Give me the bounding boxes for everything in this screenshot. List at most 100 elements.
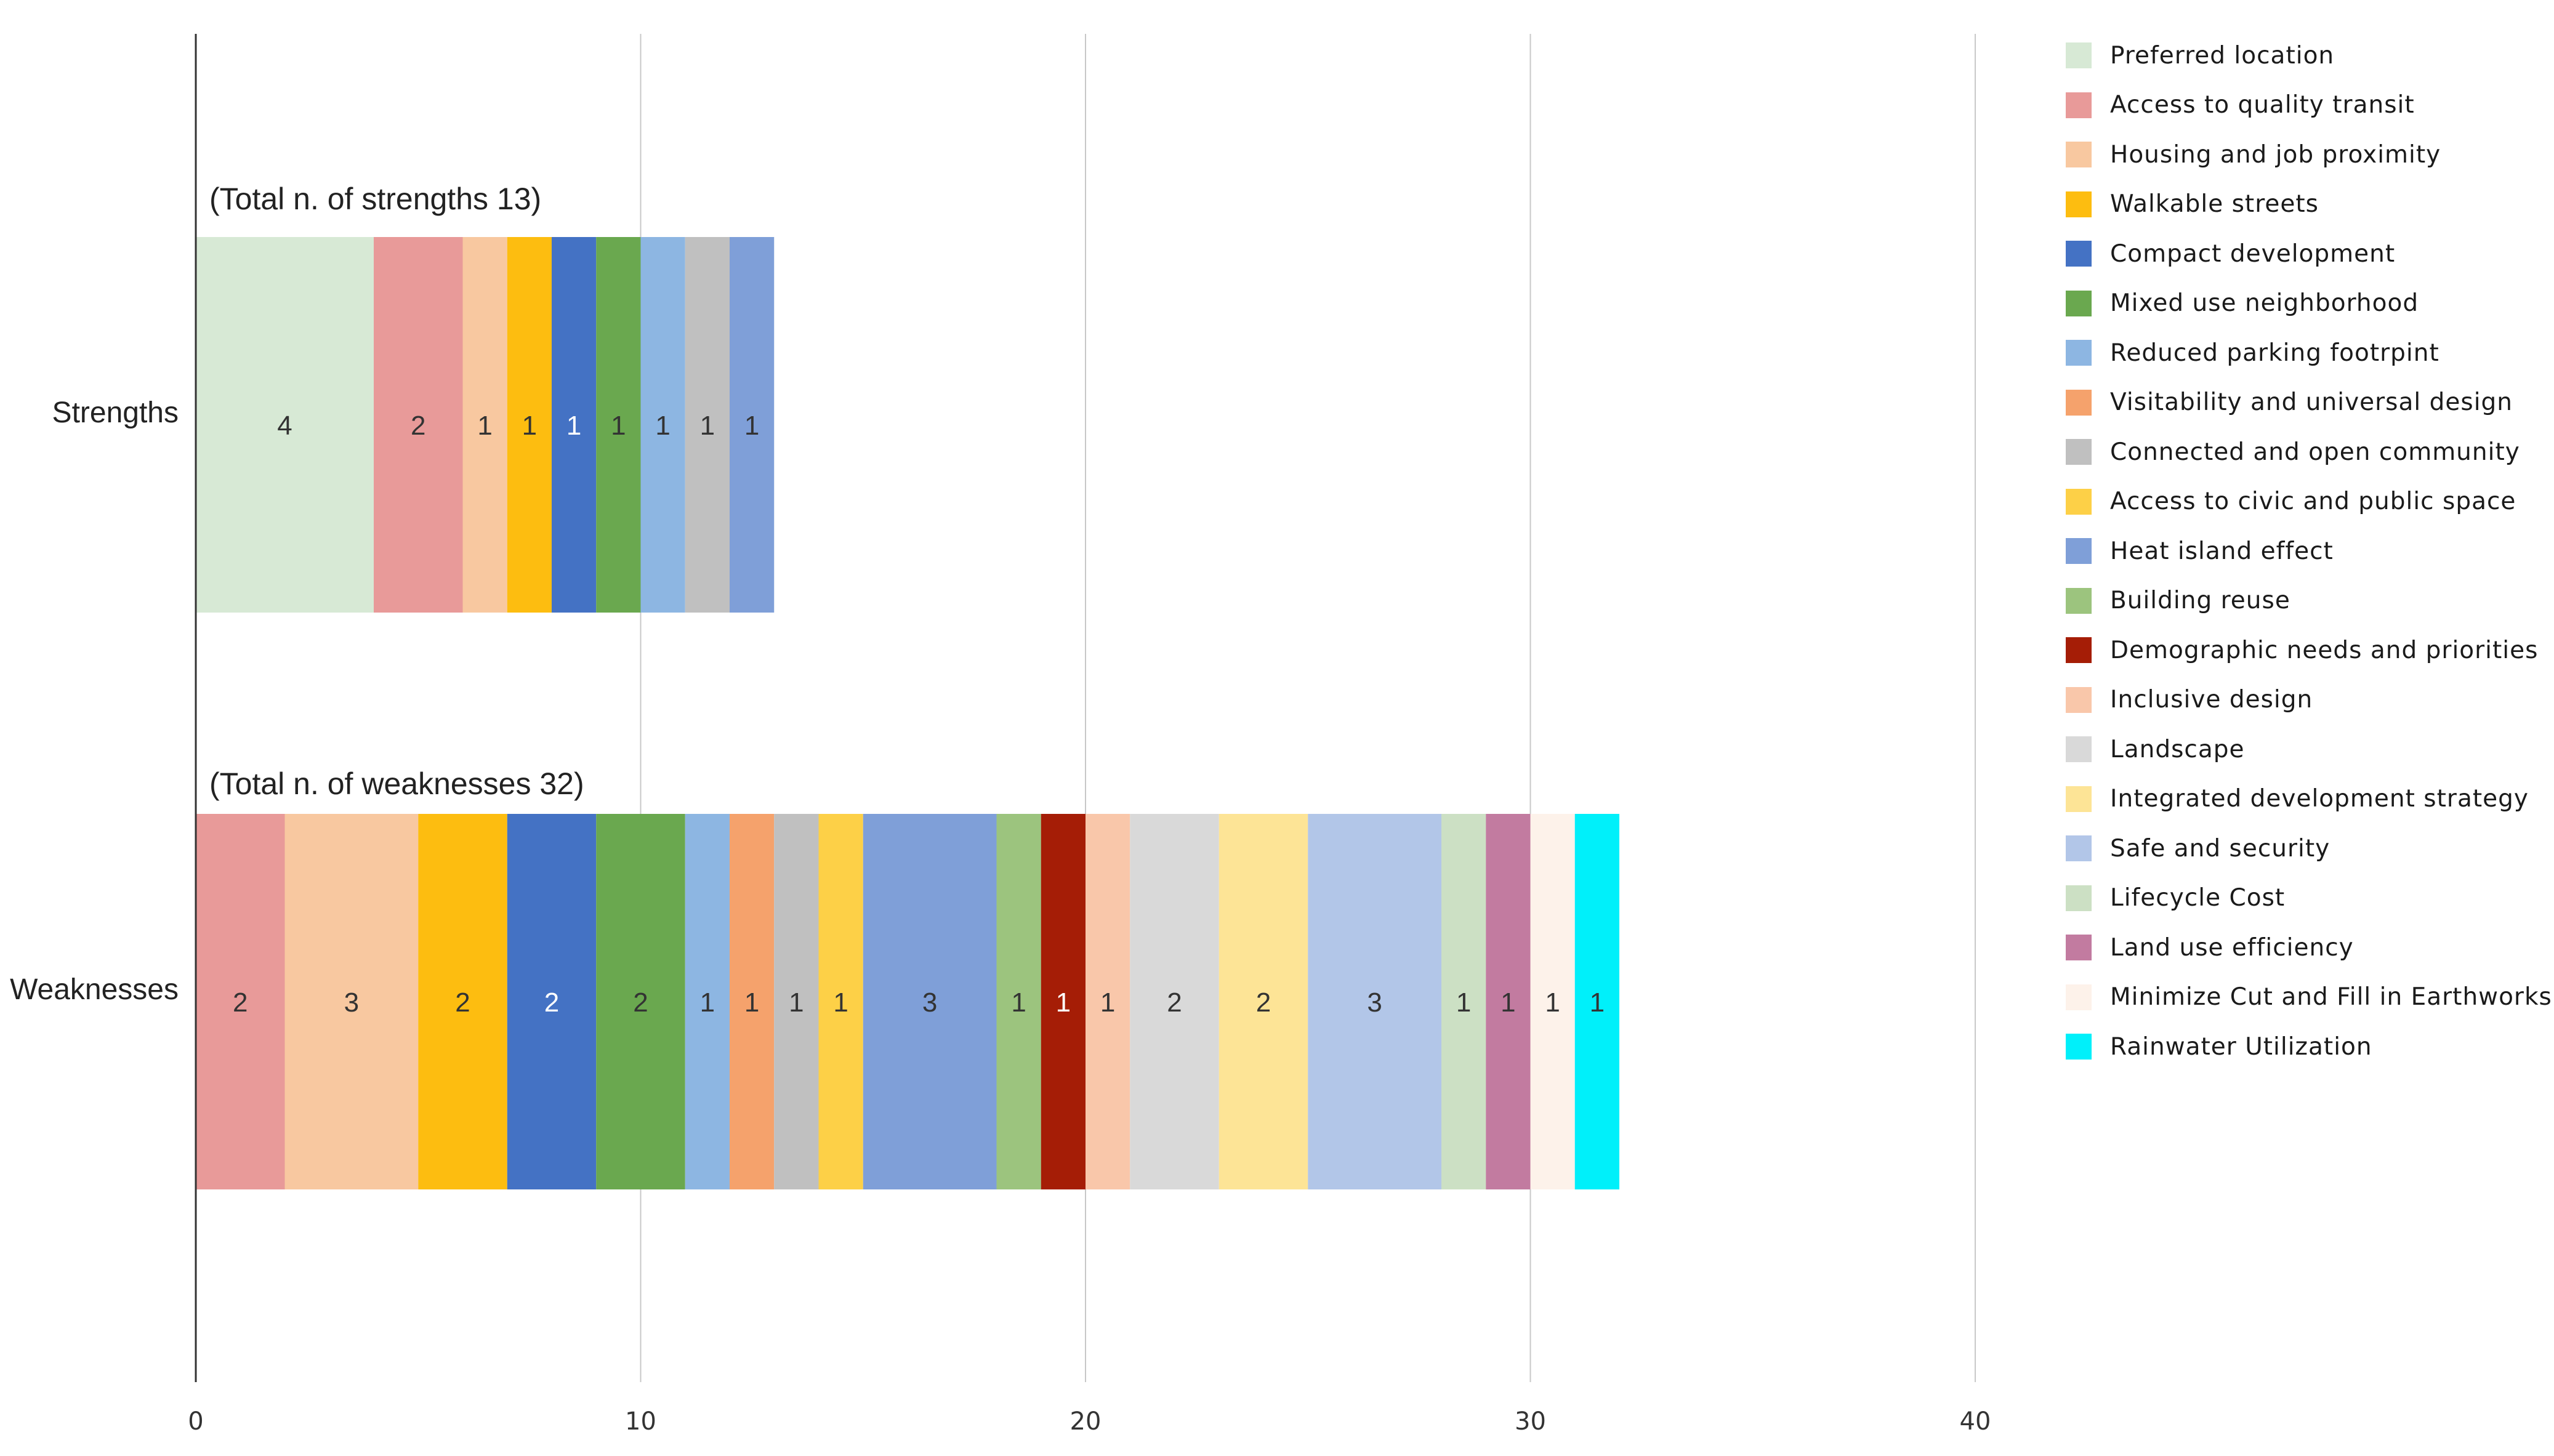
x-tick-label: 40 — [1960, 1407, 1991, 1436]
legend-item: Demographic needs and priorities — [2066, 625, 2552, 675]
legend-item: Landscape — [2066, 725, 2552, 774]
bars: 4 2 1 1 1 1 1 1 1(Total n. of strengths 13)2 3 2 2 2… — [196, 182, 1619, 1189]
legend-label: Integrated development strategy — [2110, 785, 2529, 813]
bar-value-label: 1 — [477, 411, 492, 441]
legend-label: Landscape — [2110, 735, 2245, 763]
bar-segment — [1086, 814, 1130, 1189]
bar-value-label: 2 — [233, 987, 248, 1018]
bar-segment — [774, 814, 819, 1189]
legend-label: Building reuse — [2110, 587, 2290, 615]
bar-segment — [1441, 814, 1486, 1189]
bar-value-label: 2 — [1167, 987, 1182, 1018]
legend-label: Reduced parking footrpint — [2110, 339, 2439, 367]
bar-value-label: 1 — [1056, 987, 1071, 1018]
bar-segment — [640, 237, 685, 613]
bar-segment — [462, 237, 507, 613]
bar-segment — [730, 814, 775, 1189]
bar-segment — [996, 814, 1041, 1189]
legend-label: Access to civic and public space — [2110, 488, 2516, 516]
bar-segment — [1219, 814, 1308, 1189]
bar-segment — [196, 814, 285, 1189]
bar-segment — [1486, 814, 1531, 1189]
legend-label: Walkable streets — [2110, 190, 2319, 219]
legend-swatch — [2066, 786, 2092, 812]
bar-value-label: 3 — [922, 987, 937, 1018]
legend-swatch — [2066, 142, 2092, 168]
bar-value-label: 1 — [566, 411, 581, 441]
bar-segment — [1130, 814, 1219, 1189]
legend-swatch — [2066, 191, 2092, 217]
bar-segment — [1530, 814, 1575, 1189]
bar-segment — [1574, 814, 1619, 1189]
legend-swatch — [2066, 935, 2092, 961]
legend-swatch — [2066, 587, 2092, 614]
legend-label: Housing and job proximity — [2110, 140, 2441, 169]
y-category-label: Weaknesses — [10, 973, 179, 1006]
legend-label: Connected and open community — [2110, 438, 2520, 466]
legend-item: Integrated development strategy — [2066, 774, 2552, 824]
legend-label: Land use efficiency — [2110, 933, 2354, 962]
legend-item: Walkable streets — [2066, 180, 2552, 230]
legend-swatch — [2066, 488, 2092, 515]
legend-swatch — [2066, 92, 2092, 118]
legend-label: Visitability and universal design — [2110, 388, 2513, 417]
legend-item: Minimize Cut and Fill in Earthworks — [2066, 973, 2552, 1023]
x-tick-label: 10 — [625, 1407, 656, 1436]
legend-label: Preferred location — [2110, 41, 2335, 70]
bar-value-label: 1 — [744, 987, 759, 1018]
bar-value-label: 1 — [655, 411, 670, 441]
bar-segment — [596, 814, 685, 1189]
legend-item: Access to quality transit — [2066, 81, 2552, 131]
legend-label: Heat island effect — [2110, 537, 2334, 565]
bar-total-annotation: (Total n. of weaknesses 32) — [209, 766, 584, 801]
legend-item: Inclusive design — [2066, 675, 2552, 725]
bar-segment — [685, 237, 730, 613]
bar-value-label: 1 — [1100, 987, 1115, 1018]
bar-value-label: 3 — [1367, 987, 1382, 1018]
legend-swatch — [2066, 835, 2092, 862]
bar-value-label: 3 — [344, 987, 359, 1018]
bar-value-label: 2 — [455, 987, 470, 1018]
legend-swatch — [2066, 439, 2092, 465]
legend-swatch — [2066, 241, 2092, 267]
bar-value-label: 1 — [789, 987, 804, 1018]
bar-value-label: 1 — [700, 411, 715, 441]
legend-swatch — [2066, 340, 2092, 366]
y-axis-labels: Strengths Weaknesses — [10, 396, 179, 1006]
legend-item: Lifecycle Cost — [2066, 874, 2552, 923]
bar-segment — [596, 237, 641, 613]
bar-value-label: 1 — [1011, 987, 1026, 1018]
legend-swatch — [2066, 637, 2092, 664]
bar-value-label: 1 — [1545, 987, 1560, 1018]
legend-item: Housing and job proximity — [2066, 130, 2552, 180]
legend-label: Mixed use neighborhood — [2110, 289, 2419, 318]
bar-value-label: 1 — [1501, 987, 1515, 1018]
x-tick-label: 0 — [188, 1407, 203, 1436]
legend-swatch — [2066, 686, 2092, 713]
legend-item: Compact development — [2066, 229, 2552, 279]
bar-value-label: 2 — [411, 411, 425, 441]
legend-label: Minimize Cut and Fill in Earthworks — [2110, 983, 2552, 1012]
bar-value-label: 2 — [544, 987, 559, 1018]
bar-value-label: 1 — [611, 411, 626, 441]
legend-swatch — [2066, 389, 2092, 416]
bar-value-label: 2 — [633, 987, 648, 1018]
legend-item: Heat island effect — [2066, 526, 2552, 576]
legend-label: Compact development — [2110, 239, 2396, 268]
bar-value-label: 2 — [1256, 987, 1271, 1018]
legend-label: Safe and security — [2110, 834, 2330, 863]
bar-value-label: 1 — [1456, 987, 1471, 1018]
legend-label: Inclusive design — [2110, 686, 2313, 714]
bar-value-label: 1 — [522, 411, 537, 441]
legend-label: Lifecycle Cost — [2110, 884, 2286, 912]
bar-segment — [507, 237, 552, 613]
legend: Preferred location Access to quality tran… — [2066, 31, 2552, 1072]
bar-value-label: 1 — [1590, 987, 1605, 1018]
legend-swatch — [2066, 885, 2092, 911]
legend-swatch — [2066, 538, 2092, 565]
bar-segment — [284, 814, 419, 1189]
bar-segment — [730, 237, 775, 613]
legend-item: Reduced parking footrpint — [2066, 328, 2552, 378]
legend-item: Connected and open community — [2066, 427, 2552, 477]
bar-segment — [552, 237, 597, 613]
